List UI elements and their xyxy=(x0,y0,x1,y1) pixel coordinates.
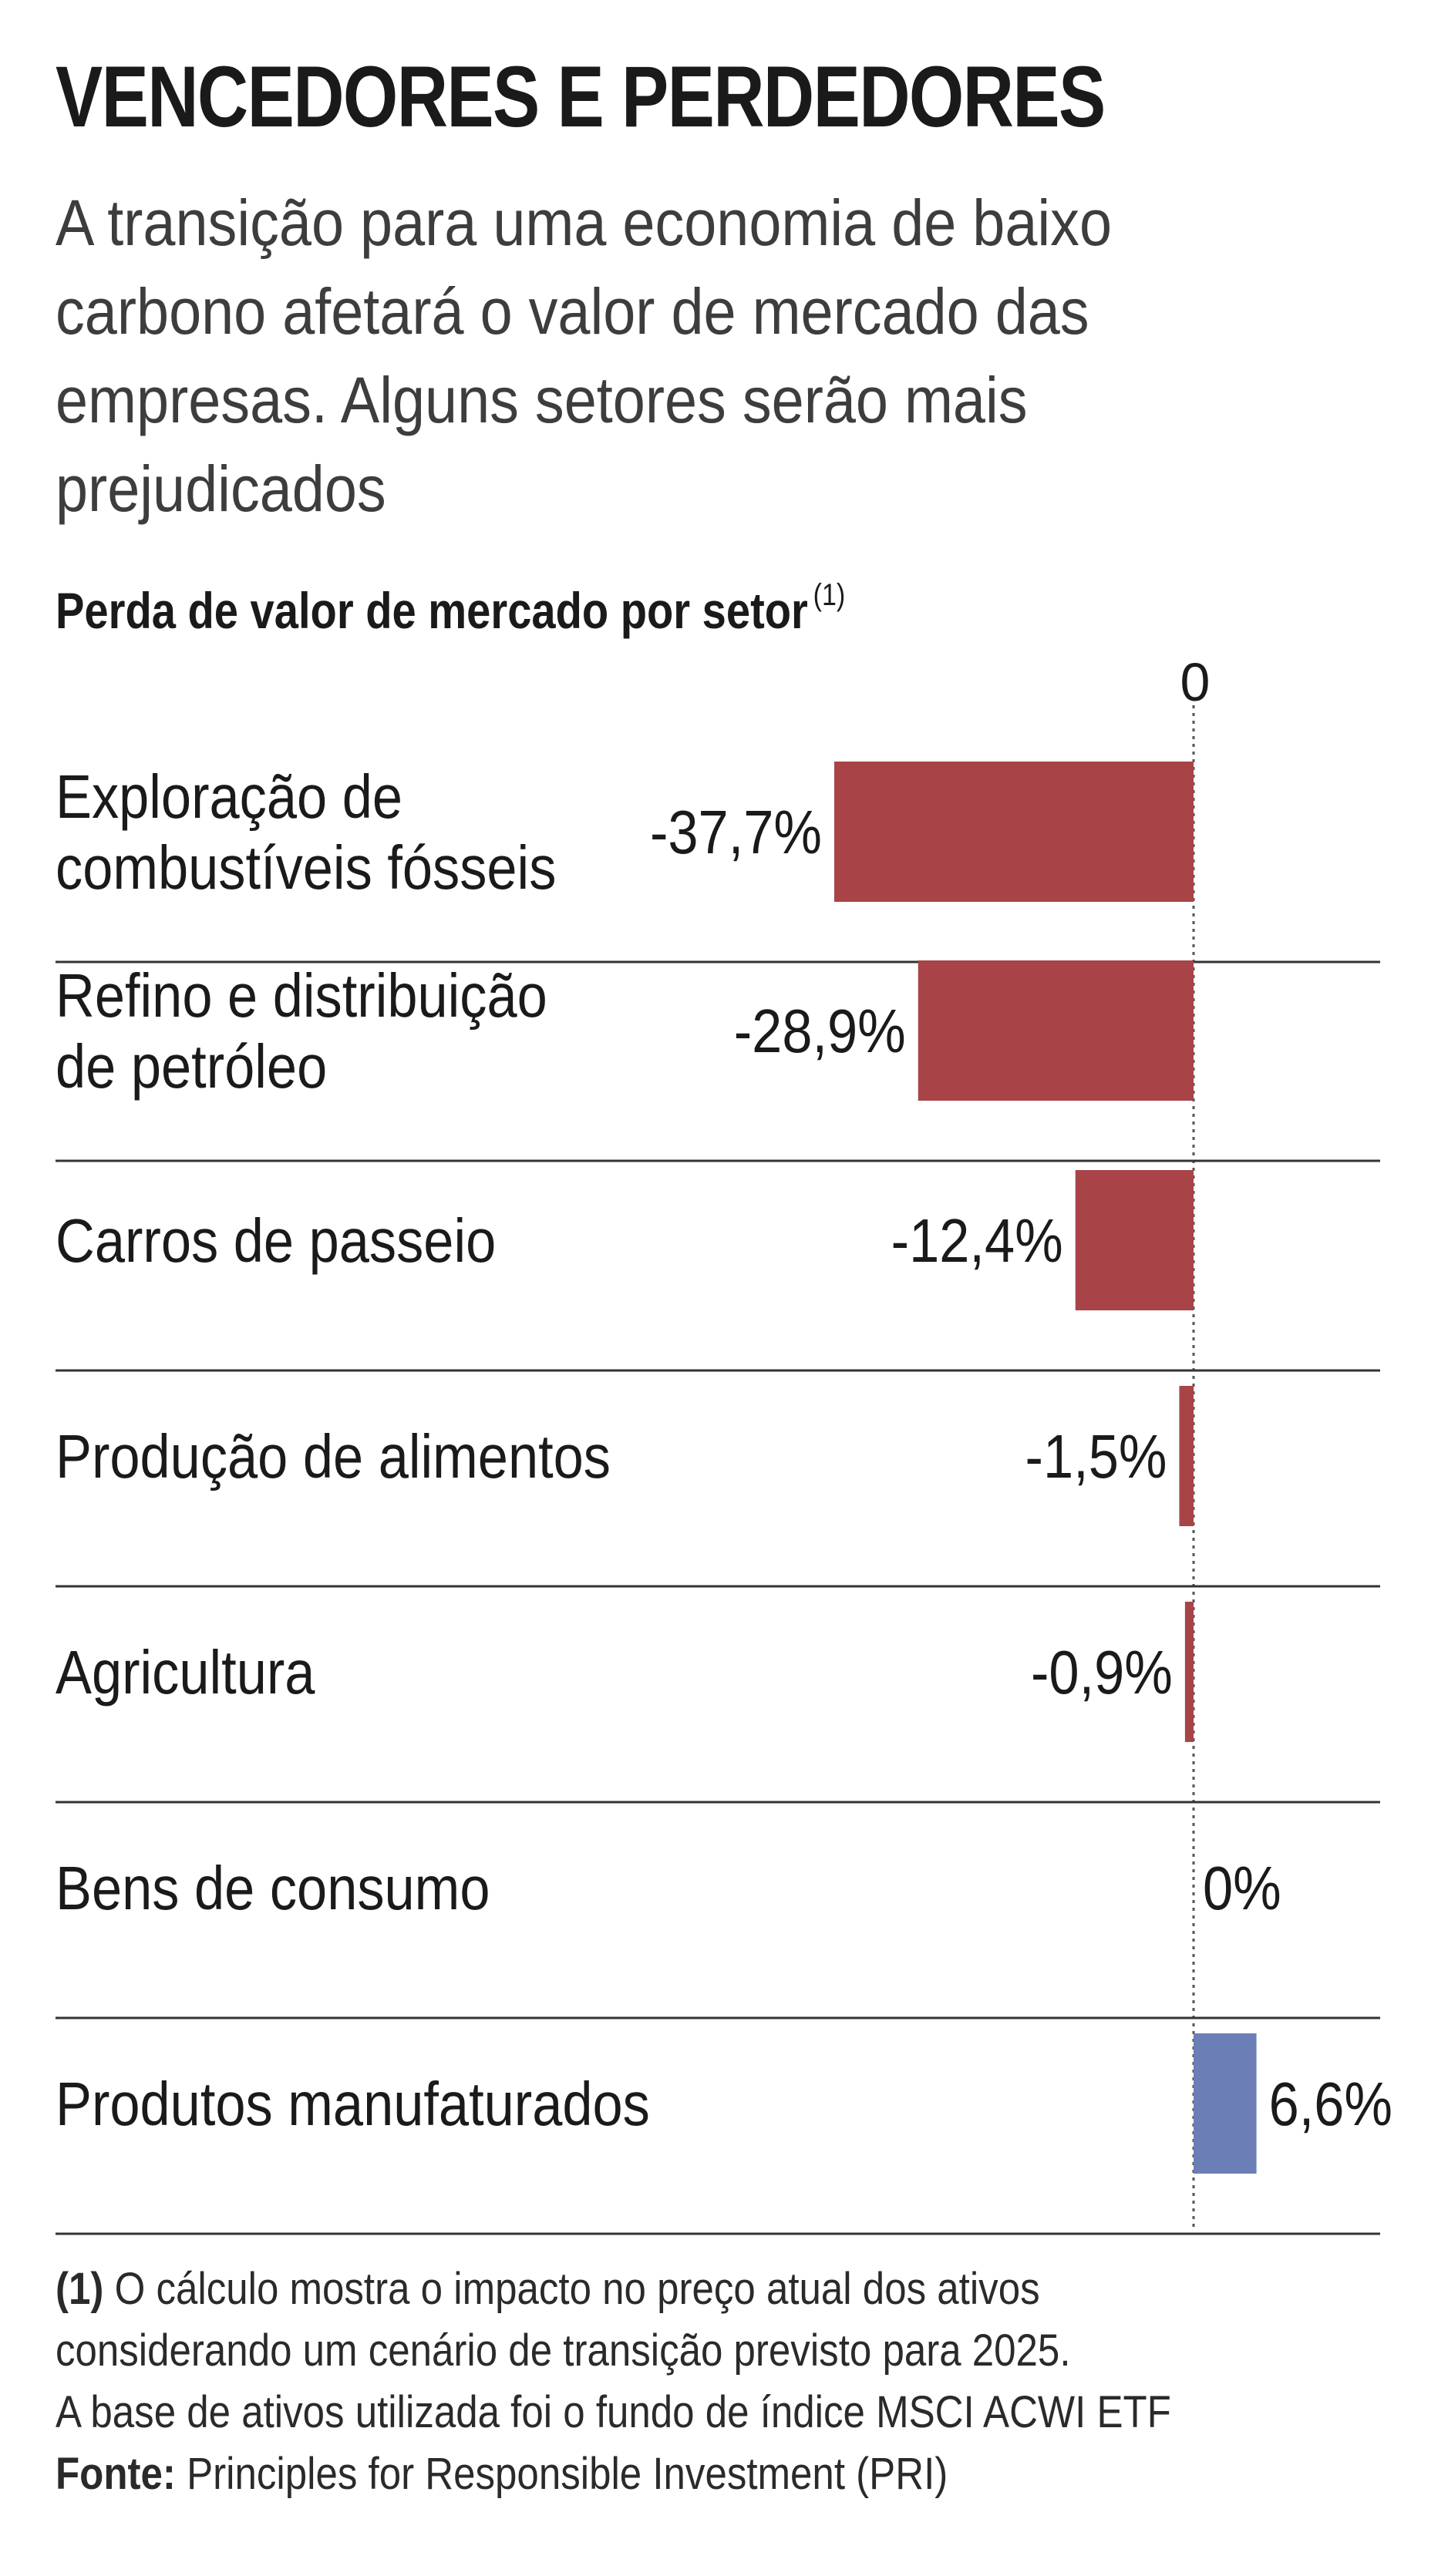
zero-axis-label: 0 xyxy=(1180,652,1211,712)
footnote-marker: (1) xyxy=(56,2264,104,2314)
chart-title: VENCEDORES E PERDEDORES xyxy=(56,49,1106,145)
bar xyxy=(918,960,1194,1101)
category-label-line: Produtos manufaturados xyxy=(56,2070,650,2138)
category-label-line: combustíveis fósseis xyxy=(56,833,556,902)
chart-subtitle: A transição para uma economia de baixo c… xyxy=(56,187,1113,525)
category-label: Produtos manufaturados xyxy=(56,2070,650,2138)
value-label: -0,9% xyxy=(1031,1638,1173,1707)
category-label: Agricultura xyxy=(56,1638,315,1707)
source-line: Fonte: Principles for Responsible Invest… xyxy=(56,2443,1250,2505)
category-label-line: de petróleo xyxy=(56,1032,327,1101)
chart-label-superscript: (1) xyxy=(813,578,846,612)
source-text: Principles for Responsible Investment (P… xyxy=(187,2449,948,2499)
chart-label: Perda de valor de mercado por setor (1) xyxy=(56,578,845,640)
category-label-line: Exploração de xyxy=(56,762,402,831)
category-label: Bens de consumo xyxy=(56,1854,490,1922)
category-label-line: Bens de consumo xyxy=(56,1854,490,1922)
bar xyxy=(1075,1170,1194,1310)
category-label-line: Produção de alimentos xyxy=(56,1422,611,1491)
chart-label-text: Perda de valor de mercado por setor xyxy=(56,582,808,639)
footnote: (1) O cálculo mostra o impacto no preço … xyxy=(56,2258,1250,2505)
value-label: -12,4% xyxy=(891,1206,1063,1275)
footnote-line-3: A base de ativos utilizada foi o fundo d… xyxy=(56,2387,1171,2437)
bar xyxy=(834,762,1194,902)
category-label-line: Agricultura xyxy=(56,1638,315,1707)
category-label-line: Refino e distribuição xyxy=(56,961,547,1030)
value-label: -37,7% xyxy=(650,798,822,866)
category-label: Exploração de combustíveis fósseis xyxy=(56,762,556,902)
bar xyxy=(1194,2033,1257,2174)
category-label-line: Carros de passeio xyxy=(56,1206,496,1275)
value-label: 0% xyxy=(1203,1854,1281,1922)
footnote-line-2: considerando um cenário de transição pre… xyxy=(56,2325,1071,2376)
category-label: Carros de passeio xyxy=(56,1206,496,1275)
value-label: 6,6% xyxy=(1269,2070,1392,2138)
source-label: Fonte: xyxy=(56,2449,176,2499)
value-label: -1,5% xyxy=(1025,1422,1167,1491)
bar xyxy=(1179,1386,1194,1526)
bar xyxy=(1184,1602,1194,1742)
category-label: Refino e distribuição de petróleo xyxy=(56,961,547,1101)
footnote-text-1: O cálculo mostra o impacto no preço atua… xyxy=(114,2264,1040,2314)
footnote-line-1: (1) O cálculo mostra o impacto no preço … xyxy=(56,2258,1250,2320)
value-label: -28,9% xyxy=(734,997,906,1065)
category-label: Produção de alimentos xyxy=(56,1422,611,1491)
